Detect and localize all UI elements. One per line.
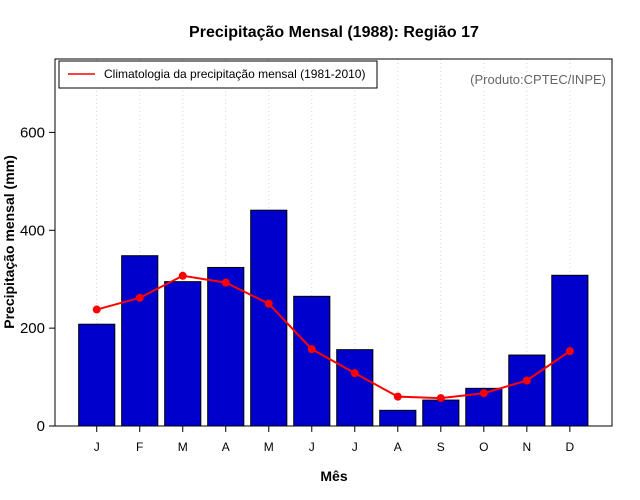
climatology-point-9	[436, 394, 445, 403]
bar-9	[422, 399, 460, 427]
y-axis-label: Precipitação mensal (mm)	[1, 155, 17, 329]
bar-1	[78, 323, 116, 427]
climatology-point-2	[135, 293, 144, 302]
bar-series	[78, 209, 589, 427]
y-tick-label: 400	[20, 222, 45, 239]
x-tick-label: M	[264, 440, 274, 454]
y-tick-label: 0	[37, 418, 45, 435]
x-tick-label: F	[136, 440, 143, 454]
x-tick-label: M	[178, 440, 188, 454]
x-tick-label: J	[94, 440, 100, 454]
climatology-point-5	[264, 299, 273, 308]
y-tick-label: 200	[20, 320, 45, 337]
legend-box	[58, 60, 378, 89]
bar-5	[250, 209, 288, 427]
climatology-point-7	[350, 369, 359, 378]
climatology-point-3	[178, 271, 187, 280]
bar-11	[508, 354, 546, 427]
climatology-point-12	[565, 347, 574, 356]
climatology-series	[92, 271, 574, 403]
bar-6	[293, 295, 331, 427]
climatology-line	[96, 274, 571, 400]
climatology-point-1	[92, 305, 101, 314]
bar-2	[121, 255, 159, 427]
climatology-point-10	[479, 389, 488, 398]
x-axis-label: Mês	[320, 468, 347, 484]
x-tick-label: J	[309, 440, 315, 454]
climatology-point-11	[522, 376, 531, 385]
x-tick-label: J	[352, 440, 358, 454]
climatology-point-8	[393, 392, 402, 401]
legend: Climatologia da precipitação mensal (198…	[58, 60, 378, 89]
bar-8	[379, 409, 417, 427]
legend-label: Climatologia da precipitação mensal (198…	[104, 67, 365, 81]
x-tick-label: N	[523, 440, 532, 454]
bar-7	[336, 349, 374, 427]
credit-text: (Produto:CPTEC/INPE)	[470, 72, 606, 87]
bar-4	[207, 266, 245, 427]
plot-frame	[54, 58, 613, 427]
x-tick-label: O	[479, 440, 488, 454]
x-tick-label: S	[437, 440, 445, 454]
x-tick-label: A	[394, 440, 402, 454]
x-tick-label: A	[222, 440, 230, 454]
climatology-point-6	[307, 345, 316, 354]
bar-3	[164, 281, 202, 427]
climatology-point-4	[221, 278, 230, 287]
y-axis: 0 200 400 600	[20, 124, 55, 435]
chart-title: Precipitação Mensal (1988): Região 17	[189, 24, 479, 41]
x-tick-label: D	[566, 440, 575, 454]
y-tick-label: 600	[20, 124, 45, 141]
